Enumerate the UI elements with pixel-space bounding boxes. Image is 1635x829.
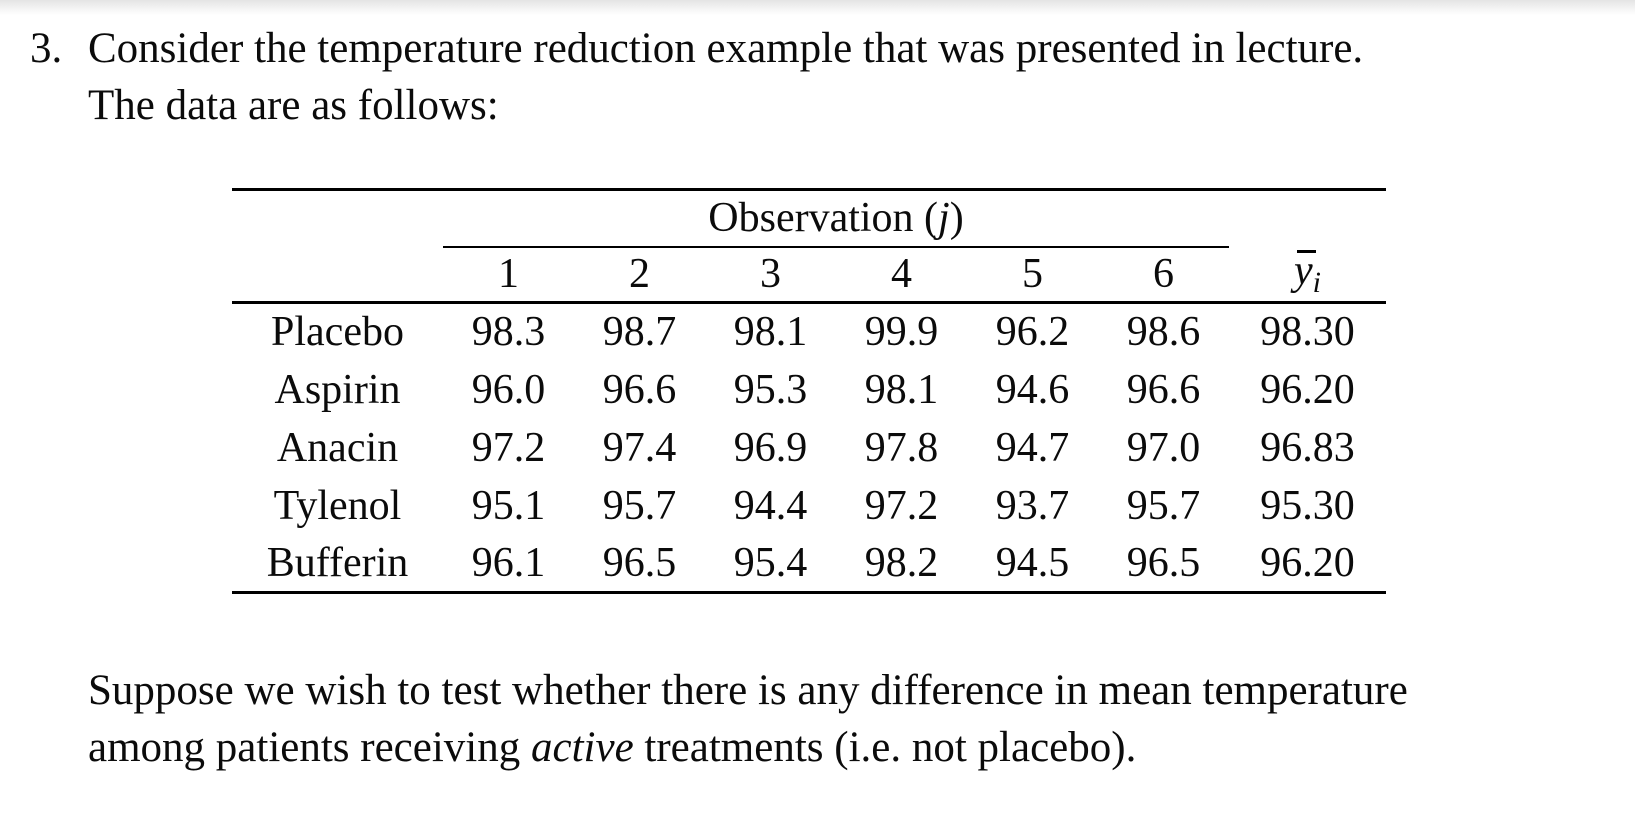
observation-number-row: 1 2 3 4 5 6 yi — [232, 246, 1386, 304]
obs-col-header-4: 4 — [836, 246, 967, 304]
observation-header-prefix: Observation ( — [708, 195, 939, 242]
row-mean-cell: 95.30 — [1260, 482, 1355, 529]
table-corner-cell — [1229, 190, 1386, 247]
temperature-cell: 98.1 — [864, 366, 939, 413]
temperature-cell: 95.1 — [471, 482, 546, 529]
temperature-cell: 98.3 — [471, 309, 546, 356]
obs-col-header-1: 1 — [443, 246, 574, 304]
temperature-cell: 97.0 — [1126, 424, 1201, 471]
temperature-cell: 96.6 — [602, 366, 677, 413]
page-top-shadow — [0, 0, 1635, 15]
temperature-cell: 95.7 — [602, 482, 677, 529]
temperature-cell: 94.7 — [995, 424, 1070, 471]
temperature-cell: 95.3 — [733, 366, 808, 413]
temperature-cell: 98.1 — [733, 309, 808, 356]
y-bar-symbol: y — [1294, 248, 1316, 295]
mean-column-header: yi — [1229, 246, 1386, 304]
row-mean-cell: 96.20 — [1260, 366, 1355, 413]
problem-intro: Consider the temperature reduction examp… — [88, 20, 1363, 134]
temperature-cell: 97.2 — [864, 482, 939, 529]
row-mean-cell: 96.83 — [1260, 424, 1355, 471]
temperature-cell: 96.6 — [1126, 366, 1201, 413]
table-row-bufferin: Bufferin 96.1 96.5 95.4 98.2 94.5 96.5 9… — [232, 535, 1386, 593]
table-row-aspirin: Aspirin 96.0 96.6 95.3 98.1 94.6 96.6 96… — [232, 361, 1386, 419]
table-corner-cell — [232, 246, 443, 304]
temperature-cell: 95.7 — [1126, 482, 1201, 529]
temperature-cell: 98.2 — [864, 539, 939, 586]
obs-col-header-5: 5 — [967, 246, 1098, 304]
table-row-tylenol: Tylenol 95.1 95.7 94.4 97.2 93.7 95.7 95… — [232, 477, 1386, 535]
temperature-cell: 96.2 — [995, 309, 1070, 356]
temperature-cell: 94.5 — [995, 539, 1070, 586]
obs-col-header-2: 2 — [574, 246, 705, 304]
treatment-label: Placebo — [271, 309, 404, 356]
question-line-2: among patients receiving active treatmen… — [88, 719, 1408, 776]
temperature-cell: 96.5 — [1126, 539, 1201, 586]
temperature-cell: 96.1 — [471, 539, 546, 586]
observation-header-suffix: ) — [949, 195, 964, 242]
question-line-2-pre: among patients receiving — [88, 724, 531, 771]
treatment-label: Tylenol — [273, 482, 402, 529]
table-row-anacin: Anacin 97.2 97.4 96.9 97.8 94.7 97.0 96.… — [232, 419, 1386, 477]
question-line-2-post: treatments (i.e. not placebo). — [633, 724, 1137, 771]
problem-question: Suppose we wish to test whether there is… — [88, 662, 1408, 776]
temperature-cell: 98.6 — [1126, 309, 1201, 356]
table-row-placebo: Placebo 98.3 98.7 98.1 99.9 96.2 98.6 98… — [232, 303, 1386, 361]
treatment-label: Bufferin — [266, 539, 409, 586]
temperature-cell: 94.6 — [995, 366, 1070, 413]
problem-intro-line-1: Consider the temperature reduction examp… — [88, 25, 1364, 72]
temperature-cell: 96.9 — [733, 424, 808, 471]
question-line-1: Suppose we wish to test whether there is… — [88, 667, 1408, 714]
temperature-cell: 97.2 — [471, 424, 546, 471]
mean-subscript: i — [1312, 266, 1321, 300]
temperature-cell: 99.9 — [864, 309, 939, 356]
obs-col-header-3: 3 — [705, 246, 836, 304]
problem-intro-line-2: The data are as follows: — [88, 82, 499, 129]
row-mean-cell: 98.30 — [1260, 309, 1355, 356]
temperature-cell: 98.7 — [602, 309, 677, 356]
temperature-cell: 96.5 — [602, 539, 677, 586]
observation-index-variable: j — [938, 195, 950, 242]
row-mean-cell: 96.20 — [1260, 539, 1355, 586]
table-corner-cell — [232, 190, 443, 247]
temperature-cell: 97.4 — [602, 424, 677, 471]
problem-number: 3. — [30, 25, 63, 72]
observation-header: Observation (j) — [443, 189, 1229, 248]
active-emphasis: active — [531, 724, 634, 771]
temperature-cell: 94.4 — [733, 482, 808, 529]
treatment-label: Anacin — [276, 424, 399, 471]
temperature-cell: 97.8 — [864, 424, 939, 471]
obs-col-header-6: 6 — [1098, 246, 1229, 304]
temperature-cell: 95.4 — [733, 539, 808, 586]
treatment-label: Aspirin — [274, 366, 401, 413]
observation-header-row: Observation (j) — [232, 189, 1386, 248]
temperature-cell: 93.7 — [995, 482, 1070, 529]
temperature-data-table: Observation (j) 1 2 3 4 5 6 yi Placebo 9… — [232, 188, 1386, 594]
temperature-cell: 96.0 — [471, 366, 546, 413]
